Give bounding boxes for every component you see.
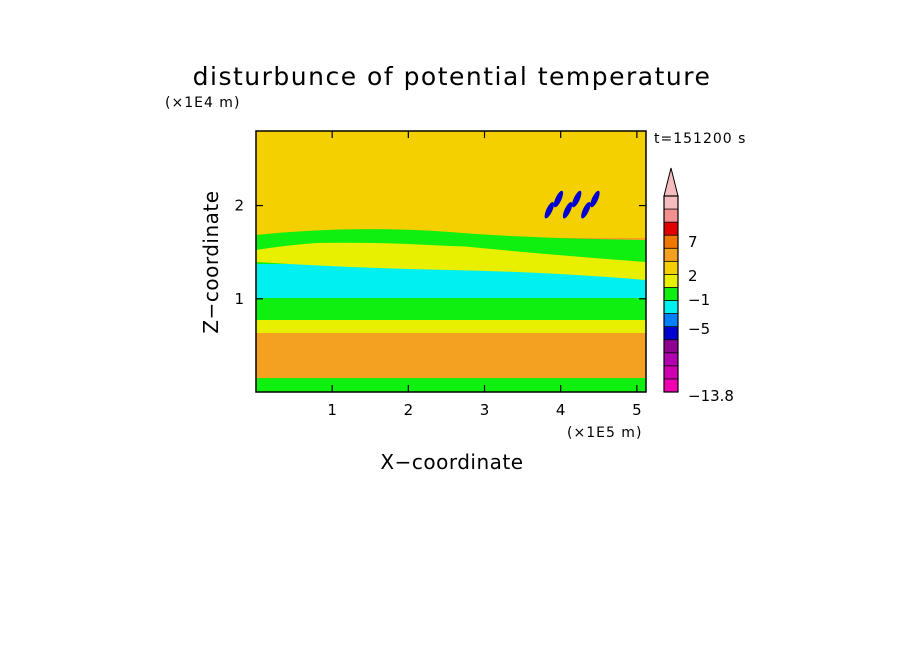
wave-streak bbox=[581, 201, 591, 219]
y-axis: 12 bbox=[234, 197, 646, 308]
y-tick-label: 2 bbox=[234, 197, 244, 215]
x-tick-label: 1 bbox=[327, 401, 337, 419]
y-scale-label: (×1E4 m) bbox=[165, 95, 240, 111]
colorbar-swatch bbox=[664, 235, 678, 249]
colorbar-extend-arrow bbox=[663, 167, 679, 197]
contour-field bbox=[256, 131, 646, 392]
wave-streak bbox=[553, 190, 564, 208]
x-tick-label: 2 bbox=[404, 401, 414, 419]
wave-streak bbox=[544, 201, 554, 219]
chart-title: disturbunce of potential temperature bbox=[193, 62, 712, 91]
colorbar-swatch bbox=[664, 326, 678, 341]
colorbar-swatch bbox=[664, 352, 678, 367]
colorbar-label: −13.8 bbox=[688, 387, 734, 405]
colorbar-label: −5 bbox=[688, 320, 710, 338]
wave-streak bbox=[590, 190, 600, 208]
colorbar-label: 7 bbox=[688, 233, 698, 251]
y-axis-label: Z−coordinate bbox=[199, 190, 223, 333]
colorbar: 7 2 −1 −5 −13.8 bbox=[663, 167, 734, 405]
x-tick-label: 5 bbox=[632, 401, 642, 419]
colorbar-swatch bbox=[664, 196, 678, 210]
x-tick-label: 4 bbox=[556, 401, 566, 419]
plot-frame bbox=[255, 130, 647, 393]
x-scale-label: (×1E5 m) bbox=[567, 425, 642, 441]
colorbar-swatch bbox=[664, 365, 678, 380]
colorbar-frame bbox=[663, 195, 679, 393]
colorbar-label: 2 bbox=[688, 267, 698, 285]
x-axis-label: X−coordinate bbox=[380, 450, 523, 474]
colorbar-swatch bbox=[664, 274, 678, 288]
wave-streak bbox=[572, 190, 582, 208]
x-axis: 1 2 3 4 5 bbox=[327, 131, 642, 419]
colorbar-swatch bbox=[664, 313, 678, 327]
x-tick-label: 3 bbox=[480, 401, 490, 419]
contour-blobs bbox=[544, 190, 600, 219]
colorbar-swatch bbox=[664, 209, 678, 223]
colorbar-swatch bbox=[664, 339, 678, 354]
colorbar-swatch bbox=[664, 287, 678, 301]
time-label: t=151200 s bbox=[654, 131, 746, 147]
colorbar-label: −1 bbox=[688, 291, 710, 309]
y-tick-label: 1 bbox=[234, 290, 244, 308]
wave-streak bbox=[562, 201, 573, 219]
colorbar-swatch bbox=[664, 261, 678, 275]
colorbar-swatch bbox=[664, 378, 678, 393]
colorbar-swatch bbox=[664, 300, 678, 314]
colorbar-swatch bbox=[664, 222, 678, 236]
colorbar-swatch bbox=[664, 248, 678, 262]
